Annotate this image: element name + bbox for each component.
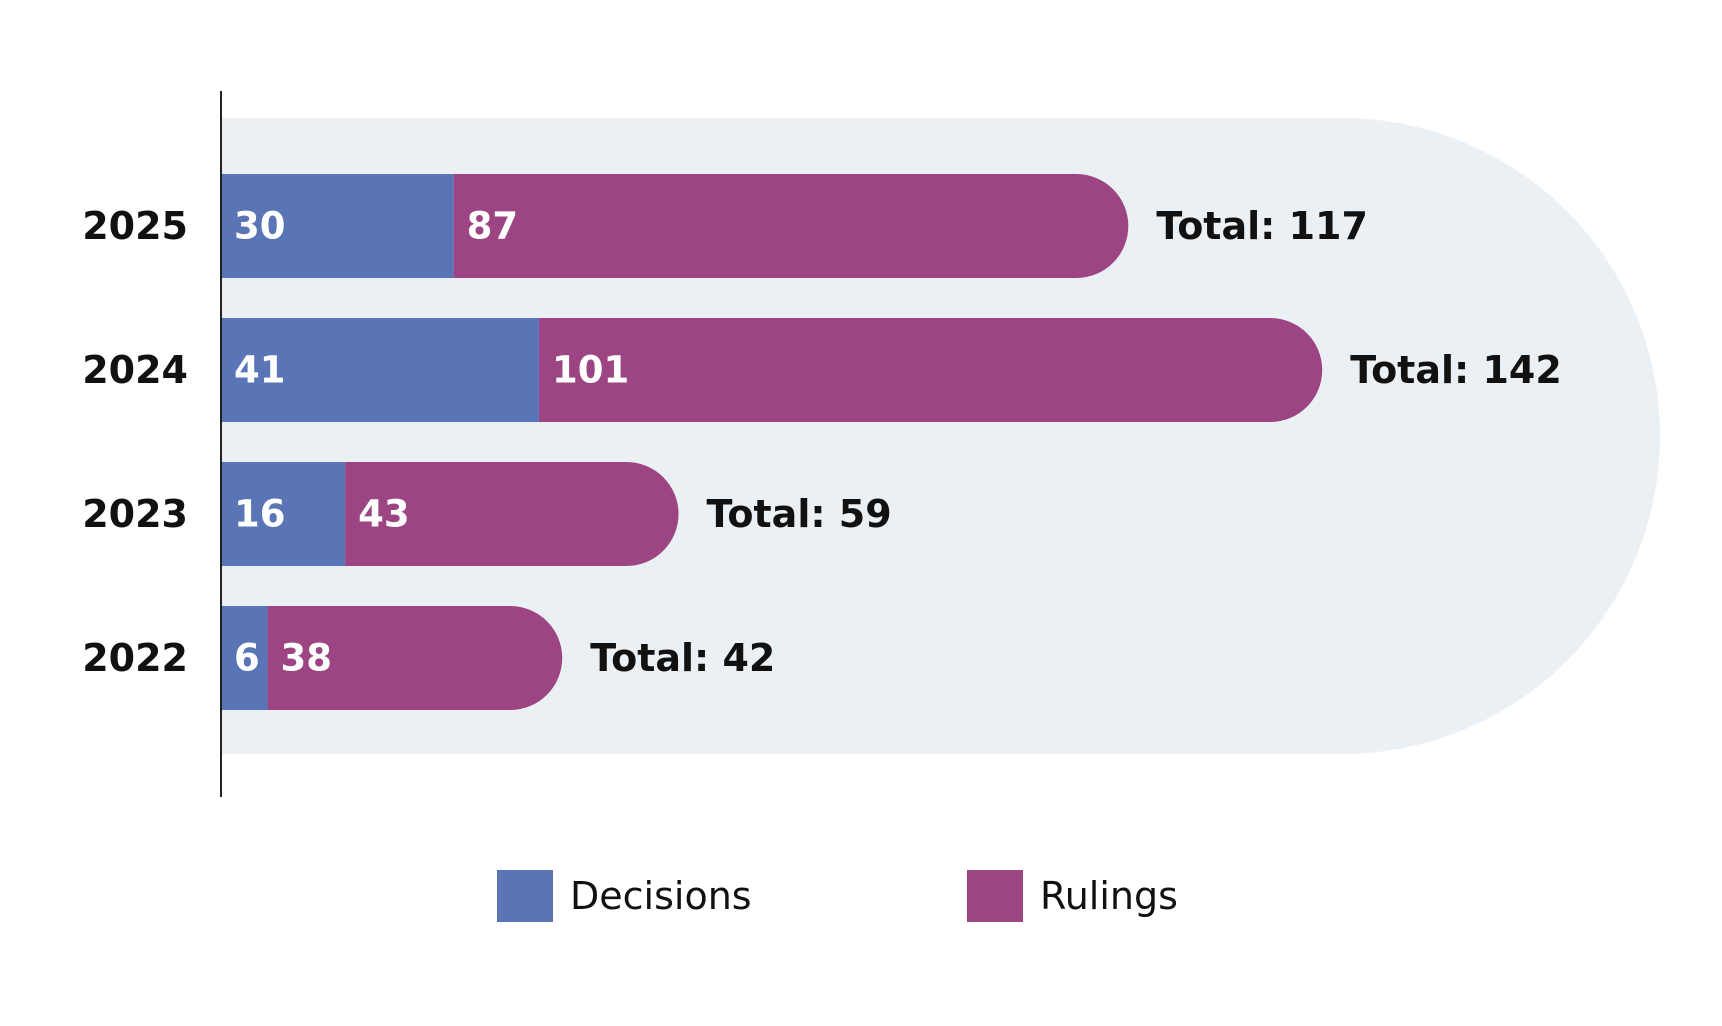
data-label-rulings-2023: 43	[358, 493, 410, 536]
data-label-rulings-2025: 87	[467, 205, 519, 248]
data-label-decisions-2023: 16	[234, 493, 286, 536]
legend-swatch-rulings	[967, 870, 1023, 922]
y-tick-label-2023: 2023	[82, 492, 188, 536]
legend-label-decisions: Decisions	[570, 874, 752, 918]
data-label-decisions-2025: 30	[234, 205, 286, 248]
labels-layer: 2025 30 87 Total: 117 2024 41 101 Total: 142 202…	[82, 204, 1562, 680]
y-tick-label-2022: 2022	[82, 636, 188, 680]
bar-decisions-2025	[221, 174, 454, 278]
data-label-decisions-2024: 41	[234, 349, 286, 392]
bar-rulings-2023	[345, 462, 679, 566]
total-label-2022: Total: 42	[590, 636, 775, 680]
bar-rulings-2024	[538, 318, 1323, 422]
y-tick-label-2024: 2024	[82, 348, 188, 392]
bar-rulings-2025	[453, 174, 1129, 278]
total-label-2023: Total: 59	[707, 492, 892, 536]
data-label-rulings-2022: 38	[281, 637, 333, 680]
bars-layer	[221, 174, 1323, 710]
legend-label-rulings: Rulings	[1040, 874, 1178, 918]
bar-decisions-2022	[221, 606, 268, 710]
bar-rulings-2022	[267, 606, 563, 710]
total-label-2025: Total: 117	[1156, 204, 1368, 248]
total-label-2024: Total: 142	[1350, 348, 1562, 392]
data-label-decisions-2022: 6	[234, 637, 260, 680]
legend-swatch-decisions	[497, 870, 553, 922]
data-label-rulings-2024: 101	[552, 349, 629, 392]
y-tick-label-2025: 2025	[82, 204, 188, 248]
bar-decisions-2023	[221, 462, 346, 566]
legend: Decisions Rulings	[497, 870, 1178, 922]
bar-decisions-2024	[221, 318, 539, 422]
